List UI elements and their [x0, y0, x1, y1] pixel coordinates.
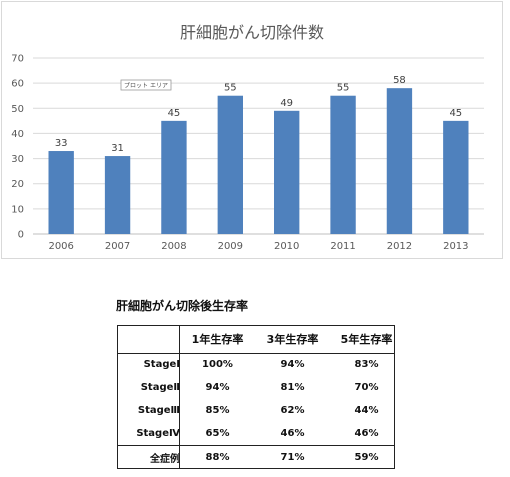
table-row: StageⅣ 65% 46% 46%	[117, 422, 403, 445]
bar	[386, 88, 413, 235]
row-label: StageⅡ	[140, 382, 180, 393]
x-tick-label: 2011	[330, 241, 355, 252]
x-tick-label: 2006	[48, 241, 73, 252]
table-row: StageⅠ 100% 94% 83%	[117, 353, 403, 376]
bar-chart: 肝細胞がん切除件数 0 10 20 30 40 50 60 70 33 31 45 55 49 55 58…	[11, 23, 484, 252]
table-header-cell: 3年生存率	[266, 333, 319, 346]
y-axis-ticks: 0 10 20 30 40 50 60 70	[11, 54, 24, 241]
x-tick-label: 2012	[387, 241, 412, 252]
table-cell: 44%	[354, 405, 379, 416]
row-label: StageⅣ	[136, 428, 180, 439]
bar	[104, 156, 131, 234]
y-tick-label: 10	[11, 204, 24, 215]
bar	[48, 151, 74, 234]
bar	[274, 110, 300, 234]
bar	[217, 95, 243, 234]
y-tick-label: 70	[11, 54, 24, 65]
y-tick-label: 0	[18, 230, 24, 241]
table-cell: 94%	[280, 359, 305, 370]
table-row: 全症例 88% 71% 59%	[117, 445, 403, 469]
data-label: 45	[168, 108, 181, 119]
table-row: StageⅢ 85% 62% 44%	[117, 399, 403, 422]
data-label: 58	[393, 75, 406, 86]
table-header-cell: 1年生存率	[191, 333, 244, 346]
plot-area-tag: プロット エリア	[120, 79, 172, 91]
table-cell: 85%	[205, 405, 230, 416]
table-cell: 59%	[354, 451, 379, 463]
data-label: 55	[337, 83, 350, 94]
row-label: StageⅢ	[137, 405, 180, 416]
gridlines	[33, 57, 484, 235]
table-cell: 46%	[280, 428, 305, 439]
x-tick-label: 2008	[161, 241, 186, 252]
x-tick-label: 2007	[105, 241, 130, 252]
data-label: 49	[280, 98, 293, 109]
table-row: StageⅡ 94% 81% 70%	[117, 376, 403, 399]
table-cell: 62%	[280, 405, 305, 416]
row-label: StageⅠ	[143, 359, 180, 370]
y-tick-label: 60	[11, 79, 24, 90]
y-tick-label: 20	[11, 179, 24, 190]
table-header-cell: 5年生存率	[340, 333, 393, 346]
table-cell: 94%	[205, 382, 230, 393]
x-tick-label: 2009	[218, 241, 243, 252]
chart-frame	[1, 1, 503, 259]
table-cell: 71%	[280, 451, 305, 463]
bar	[443, 120, 469, 234]
bar	[330, 95, 356, 234]
x-axis-ticks: 2006 2007 2008 2009 2010 2011 2012 2013	[48, 241, 468, 252]
chart-title: 肝細胞がん切除件数	[180, 23, 324, 42]
x-tick-label: 2013	[443, 241, 468, 252]
y-tick-label: 50	[11, 104, 24, 115]
x-tick-label: 2010	[274, 241, 299, 252]
bars: 33 31 45 55 49 55 58 45	[48, 75, 469, 235]
survival-table: 1年生存率 3年生存率 5年生存率 StageⅠ 100% 94% 83% StageⅡ…	[117, 325, 403, 469]
table-title: 肝細胞がん切除後生存率	[116, 299, 249, 313]
data-label: 31	[111, 143, 124, 154]
table-cell: 100%	[202, 359, 233, 370]
row-label: 全症例	[150, 453, 180, 465]
table-cell: 88%	[205, 451, 230, 463]
data-label: 55	[224, 83, 237, 94]
table-cell: 83%	[354, 359, 379, 370]
table-cell: 81%	[280, 382, 305, 393]
data-label: 45	[449, 108, 462, 119]
y-tick-label: 30	[11, 154, 24, 165]
table-header-cell	[117, 325, 180, 353]
bar	[161, 120, 187, 234]
data-label: 33	[55, 138, 68, 149]
table-header-row: 1年生存率 3年生存率 5年生存率	[117, 325, 403, 353]
table-cell: 65%	[205, 428, 230, 439]
table-cell: 70%	[354, 382, 379, 393]
plot-area-tag-text: プロット エリア	[124, 83, 168, 90]
table-cell: 46%	[354, 428, 379, 439]
y-tick-label: 40	[11, 129, 24, 140]
